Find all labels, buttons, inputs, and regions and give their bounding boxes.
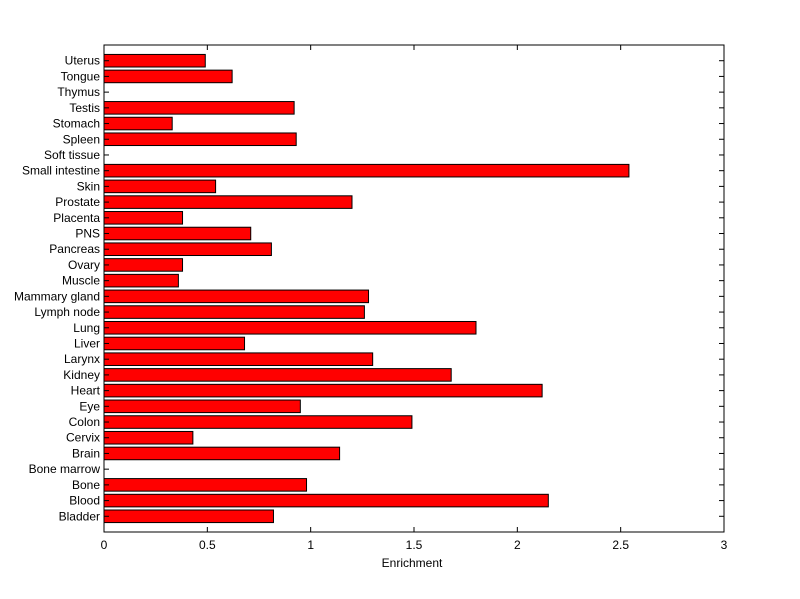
y-tick-label: Tongue: [61, 69, 101, 83]
x-tick-label: 0.5: [199, 538, 216, 552]
y-tick-label: Ovary: [68, 258, 100, 272]
y-tick-label: Soft tissue: [44, 148, 100, 162]
y-tick-label: Muscle: [62, 274, 100, 288]
x-tick-label: 2: [514, 538, 521, 552]
bar: [103, 179, 217, 194]
y-tick-label: Bone marrow: [29, 462, 101, 476]
bar: [103, 430, 194, 445]
bar: [103, 258, 184, 272]
x-axis-label: Enrichment: [382, 556, 443, 570]
bar: [103, 163, 630, 178]
x-axis-ticks: 0 0.5 1 1.5 2 2.5 3: [101, 45, 728, 552]
y-tick-label: Bone: [72, 478, 100, 492]
bar: [103, 383, 543, 398]
y-tick-label: Skin: [77, 179, 100, 193]
x-tick-label: 0: [101, 538, 108, 552]
bar: [103, 195, 353, 209]
bar: [103, 368, 452, 382]
x-tick-label: 2.5: [612, 538, 629, 552]
bar: [103, 493, 549, 508]
y-tick-label: Colon: [69, 415, 100, 429]
bar: [103, 446, 341, 461]
bar: [103, 415, 413, 429]
y-tick-label: Mammary gland: [14, 289, 100, 303]
bar: [103, 305, 365, 319]
y-tick-label: Eye: [79, 399, 100, 413]
y-tick-label: Small intestine: [22, 164, 100, 178]
bar: [103, 399, 301, 414]
y-tick-label: Testis: [69, 101, 100, 115]
y-tick-label: Lymph node: [34, 305, 100, 319]
y-tick-label: Stomach: [53, 117, 100, 131]
y-tick-label: Cervix: [66, 431, 100, 445]
x-tick-label: 1: [307, 538, 314, 552]
bar: [103, 478, 308, 492]
bar: [103, 101, 295, 115]
bar: [103, 352, 374, 366]
bar: [103, 116, 173, 131]
y-tick-label: Brain: [72, 446, 100, 460]
bar: [103, 226, 252, 241]
y-tick-label: Spleen: [63, 132, 100, 146]
bar: [103, 289, 370, 304]
bar: [103, 320, 477, 335]
x-tick-label: 3: [721, 538, 728, 552]
y-tick-label: PNS: [75, 227, 100, 241]
y-tick-label: Liver: [74, 336, 100, 350]
x-tick-label: 1.5: [406, 538, 423, 552]
bar: [103, 132, 297, 147]
y-tick-label: Heart: [71, 384, 101, 398]
y-tick-label: Prostate: [55, 195, 100, 209]
bar: [103, 242, 272, 257]
y-tick-label: Placenta: [53, 211, 100, 225]
y-tick-label: Uterus: [65, 54, 100, 68]
y-tick-label: Larynx: [64, 352, 100, 366]
bar: [103, 53, 206, 68]
bar: [103, 509, 274, 524]
y-tick-label: Lung: [73, 321, 100, 335]
bar: [103, 69, 233, 84]
y-tick-label: Bladder: [59, 509, 100, 523]
y-tick-label: Kidney: [63, 368, 100, 382]
bar: [103, 211, 184, 225]
y-tick-label: Blood: [69, 494, 100, 508]
y-tick-label: Pancreas: [49, 242, 100, 256]
bar: [103, 273, 179, 288]
bar: [103, 336, 246, 351]
y-tick-label: Thymus: [57, 85, 100, 99]
